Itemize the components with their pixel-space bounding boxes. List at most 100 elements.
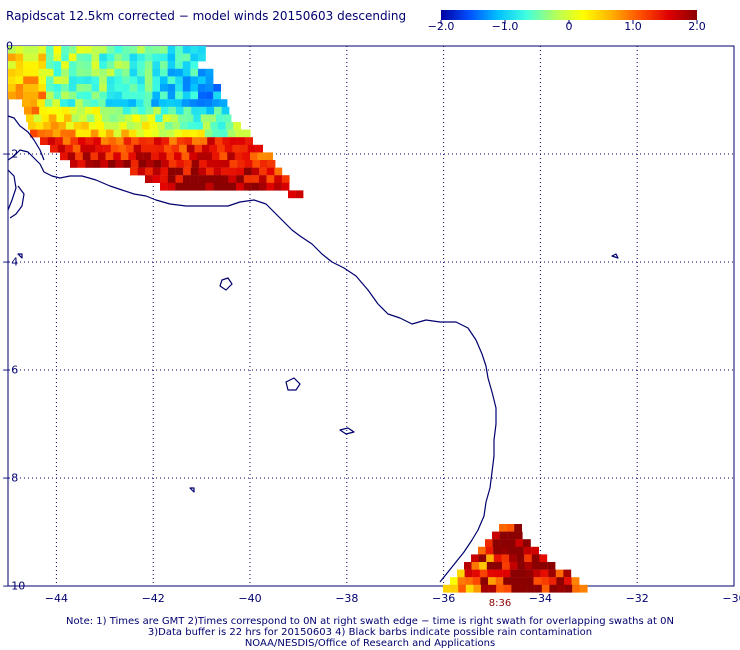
swath-cell bbox=[68, 84, 77, 92]
swath-cell bbox=[160, 91, 168, 100]
swath-cell bbox=[219, 152, 228, 161]
note-line-3: NOAA/NESDIS/Office of Research and Appli… bbox=[244, 638, 496, 649]
swath-cell bbox=[129, 68, 138, 77]
swath-cell bbox=[118, 144, 127, 153]
swath-cell bbox=[514, 524, 522, 532]
swath-cell bbox=[288, 190, 296, 199]
swath-cell bbox=[205, 91, 214, 100]
swath-cell bbox=[281, 175, 290, 183]
swath-cell bbox=[99, 68, 107, 77]
swath-cell bbox=[464, 569, 473, 578]
swath-cell bbox=[120, 99, 129, 107]
swath-cell bbox=[214, 160, 223, 168]
swath-cell bbox=[571, 577, 580, 585]
swath-cell bbox=[523, 539, 531, 547]
swath-cell bbox=[196, 99, 205, 107]
swath-cell bbox=[54, 106, 63, 115]
swath-cell bbox=[129, 84, 138, 92]
swath-cell bbox=[53, 53, 62, 62]
swath-cell bbox=[564, 584, 573, 593]
swath-cell bbox=[68, 129, 76, 138]
swath-cell bbox=[38, 53, 47, 62]
swath-cell bbox=[160, 46, 168, 54]
swath-cell bbox=[144, 53, 153, 62]
swath-cell bbox=[84, 68, 92, 77]
swath-cell bbox=[480, 577, 489, 585]
swath-cell bbox=[149, 122, 158, 130]
swath-cell bbox=[486, 554, 494, 563]
swath-cell bbox=[167, 182, 176, 191]
swath-cell bbox=[100, 160, 109, 168]
swath-cell bbox=[99, 61, 107, 69]
swath-cell bbox=[152, 84, 161, 92]
swath-cell bbox=[96, 122, 105, 130]
swath-cell bbox=[41, 114, 49, 123]
swath-cell bbox=[493, 554, 502, 563]
swath-cell bbox=[99, 53, 107, 62]
swath-cell bbox=[137, 61, 145, 69]
swath-cell bbox=[23, 53, 31, 62]
swath-cell bbox=[175, 61, 183, 69]
swath-cell bbox=[214, 106, 222, 115]
swath-cell bbox=[206, 167, 214, 176]
swath-cell bbox=[104, 122, 112, 130]
swath-cell bbox=[47, 137, 56, 145]
swath-cell bbox=[224, 144, 233, 153]
swath-cell bbox=[184, 160, 192, 168]
swath-cell bbox=[237, 160, 245, 168]
swath-cell bbox=[8, 68, 16, 77]
swath-cell bbox=[244, 167, 252, 176]
swath-cell bbox=[511, 584, 520, 593]
swath-cell bbox=[76, 46, 85, 54]
swath-cell bbox=[485, 539, 493, 547]
swath-cell bbox=[76, 84, 85, 92]
swath-cell bbox=[193, 114, 201, 123]
swath-cell bbox=[46, 61, 54, 69]
swath-cell bbox=[266, 182, 275, 191]
swath-cell bbox=[137, 46, 145, 54]
swath-cell bbox=[242, 152, 251, 161]
swath-cell bbox=[160, 76, 168, 85]
colorbar-tick-label: 1.0 bbox=[624, 20, 642, 33]
swath-cell bbox=[98, 152, 106, 161]
swath-cell bbox=[198, 167, 207, 176]
swath-cell bbox=[182, 53, 191, 62]
swath-cell bbox=[503, 584, 512, 593]
swath-cell bbox=[229, 160, 238, 168]
swath-cell bbox=[220, 182, 229, 191]
swath-cell bbox=[174, 99, 182, 107]
swath-cell bbox=[129, 91, 138, 100]
swath-cell bbox=[533, 577, 542, 585]
swath-cell bbox=[174, 129, 183, 138]
swath-cell bbox=[53, 91, 62, 100]
swath-cell bbox=[44, 99, 53, 107]
swath-cell bbox=[140, 114, 148, 123]
swath-cell bbox=[519, 584, 527, 593]
swath-cell bbox=[46, 76, 54, 85]
swath-cell bbox=[91, 68, 100, 77]
swath-cell bbox=[250, 152, 258, 161]
swath-cell bbox=[212, 152, 220, 161]
swath-cell bbox=[206, 106, 215, 115]
swath-cell bbox=[81, 122, 89, 130]
swath-cell bbox=[84, 106, 93, 115]
swath-cell bbox=[15, 91, 24, 100]
swath-cell bbox=[120, 152, 129, 161]
swath-cell bbox=[236, 175, 244, 183]
swath-cell bbox=[164, 122, 173, 130]
swath-cell bbox=[190, 167, 199, 176]
swath-cell bbox=[555, 569, 564, 578]
swath-cell bbox=[495, 577, 504, 585]
swath-cell bbox=[481, 584, 489, 593]
swath-cell bbox=[257, 152, 266, 161]
swath-cell bbox=[500, 546, 509, 555]
swath-cell bbox=[531, 554, 540, 563]
swath-cell bbox=[515, 539, 524, 547]
swath-cell bbox=[70, 160, 78, 168]
swath-cell bbox=[524, 562, 533, 570]
swath-cell bbox=[168, 106, 177, 115]
swath-cell bbox=[526, 577, 534, 585]
swath-cell bbox=[28, 122, 36, 130]
latitude-label: −6 bbox=[2, 363, 19, 377]
swath-cell bbox=[90, 99, 99, 107]
